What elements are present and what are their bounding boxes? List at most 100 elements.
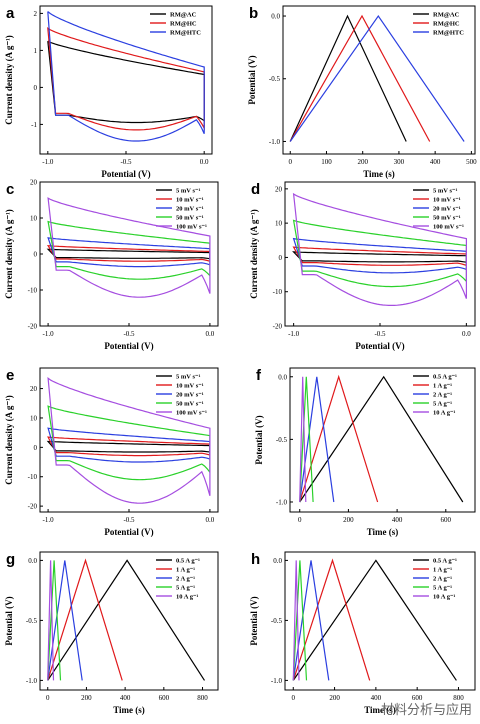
legend-label: 50 mV s⁻¹ <box>176 401 204 408</box>
series-line-4 <box>299 376 307 503</box>
x-tick-label: 200 <box>357 158 368 166</box>
series-line-0 <box>289 14 407 142</box>
x-axis-label: Potential (V) <box>104 341 153 351</box>
plot-area <box>47 558 206 681</box>
series-line-0 <box>47 559 206 681</box>
x-axis-label: Time (s) <box>363 169 395 179</box>
y-tick-label: 0 <box>34 251 38 259</box>
y-tick-label: -20 <box>28 323 38 331</box>
x-tick-label: 0.0 <box>206 516 215 524</box>
y-tick-label: -20 <box>273 323 283 331</box>
legend-label: 10 mV s⁻¹ <box>176 383 204 390</box>
panel-c: c -1.0 -0.5 0.0 -20 -10 0 10 20 Potential (V) Curr… <box>4 179 219 351</box>
x-tick-label: 200 <box>343 516 354 524</box>
x-axis-label: Time (s) <box>364 705 396 715</box>
y-tick-label: -0.5 <box>271 617 283 625</box>
x-tick-label: -0.5 <box>123 516 135 524</box>
legend-label: 5 A g⁻¹ <box>433 401 452 408</box>
y-tick-label: -0.5 <box>276 436 288 444</box>
panel-g: g 0 200 400 600 800 -1.0 -0.5 0.0 Time (s) Potenti… <box>4 551 219 715</box>
legend-label: 5 mV s⁻¹ <box>433 188 457 195</box>
y-tick-label: 10 <box>275 220 283 228</box>
y-tick-label: -20 <box>28 503 38 511</box>
plot-area <box>299 374 464 503</box>
y-tick-label: 0.0 <box>273 557 282 565</box>
panel-f: f 0 200 400 600 -1.0 -0.5 0.0 Time (s) Potential … <box>254 367 476 537</box>
x-tick-label: 600 <box>441 516 452 524</box>
y-axis-label: Current density (A g⁻¹) <box>249 209 259 299</box>
series-line-2 <box>47 11 205 142</box>
plot-frame <box>284 551 476 691</box>
legend-label: 20 mV s⁻¹ <box>176 392 204 399</box>
x-tick-label: 200 <box>329 694 340 702</box>
legend-label: 1 A g⁻¹ <box>433 567 452 574</box>
plot-frame <box>282 5 476 155</box>
y-tick-label: 0.0 <box>278 373 287 381</box>
legend-label: RM@HC <box>170 21 197 28</box>
legend-label: RM@AC <box>170 12 197 19</box>
y-tick-label: -1.0 <box>269 138 281 146</box>
y-axis-label: Potential (V) <box>254 415 264 464</box>
y-tick-label: -1.0 <box>276 498 288 506</box>
y-tick-label: 0.0 <box>271 13 280 21</box>
series-line-3 <box>47 560 62 681</box>
x-axis-label: Time (s) <box>113 705 145 715</box>
y-tick-label: -10 <box>273 288 283 296</box>
x-tick-label: 0.0 <box>206 330 215 338</box>
legend-label: RM@HTC <box>433 30 464 37</box>
x-tick-label: 800 <box>197 694 208 702</box>
x-tick-label: 0.0 <box>462 330 471 338</box>
panel-label: g <box>6 551 15 568</box>
legend-label: 5 mV s⁻¹ <box>176 188 200 195</box>
y-tick-label: -10 <box>28 287 38 295</box>
legend-label: RM@HC <box>433 21 460 28</box>
legend-label: 5 A g⁻¹ <box>433 585 452 592</box>
legend-label: 50 mV s⁻¹ <box>433 215 461 222</box>
series-line-2 <box>299 376 335 503</box>
series-line-0 <box>292 559 457 681</box>
legend-label: 0.5 A g⁻¹ <box>176 558 200 565</box>
y-tick-label: 20 <box>275 185 283 193</box>
x-tick-label: -1.0 <box>288 330 300 338</box>
x-tick-label: 600 <box>412 694 423 702</box>
series-line-1 <box>47 558 123 681</box>
x-tick-label: 0 <box>288 158 292 166</box>
panel-a: a -1.0 -0.5 0.0 -1 0 1 2 Potential (V) Current de… <box>4 5 213 179</box>
panel-e: e -1.0 -0.5 0.0 -20 -10 0 10 20 Potential (V) Curr… <box>4 367 219 537</box>
y-tick-label: 0 <box>34 444 38 452</box>
panel-label: d <box>251 181 260 198</box>
panel-h: h 0 200 400 600 800 -1.0 -0.5 0.0 Time (s) Potenti… <box>249 551 476 715</box>
x-tick-label: 400 <box>392 516 403 524</box>
legend-label: 10 A g⁻¹ <box>433 410 455 417</box>
watermark: 材料分析与应用 <box>380 702 472 717</box>
legend-label: 10 mV s⁻¹ <box>433 197 461 204</box>
legend-label: 2 A g⁻¹ <box>433 392 452 399</box>
plot-area <box>292 558 457 681</box>
x-tick-label: 0 <box>298 516 302 524</box>
y-axis-label: Current density (A g⁻¹) <box>4 35 14 125</box>
x-tick-label: -1.0 <box>42 158 54 166</box>
panel-label: a <box>6 5 15 22</box>
x-tick-label: 400 <box>120 694 131 702</box>
legend-label: 100 mV s⁻¹ <box>433 224 464 231</box>
x-tick-label: 0 <box>46 694 50 702</box>
x-tick-label: 400 <box>430 158 441 166</box>
series-line-4 <box>47 197 211 298</box>
series-line-2 <box>47 560 83 681</box>
plot-area <box>292 192 467 306</box>
legend-label: 0.5 A g⁻¹ <box>433 374 457 381</box>
series-line-1 <box>299 374 379 503</box>
x-tick-label: 0.0 <box>200 158 209 166</box>
panel-d: d -1.0 -0.5 0.0 -20 -10 0 10 20 Potential (V) Curr… <box>249 181 476 351</box>
y-tick-label: -0.5 <box>26 617 38 625</box>
x-tick-label: -1.0 <box>43 516 55 524</box>
legend-label: 2 A g⁻¹ <box>433 576 452 583</box>
series-line-4 <box>292 560 300 681</box>
y-tick-label: -1 <box>31 121 37 129</box>
x-tick-label: 800 <box>453 694 464 702</box>
legend-label: 100 mV s⁻¹ <box>176 410 207 417</box>
plot-area <box>47 11 205 142</box>
legend-label: 1 A g⁻¹ <box>433 383 452 390</box>
x-tick-label: 400 <box>371 694 382 702</box>
series-line-1 <box>292 558 371 681</box>
